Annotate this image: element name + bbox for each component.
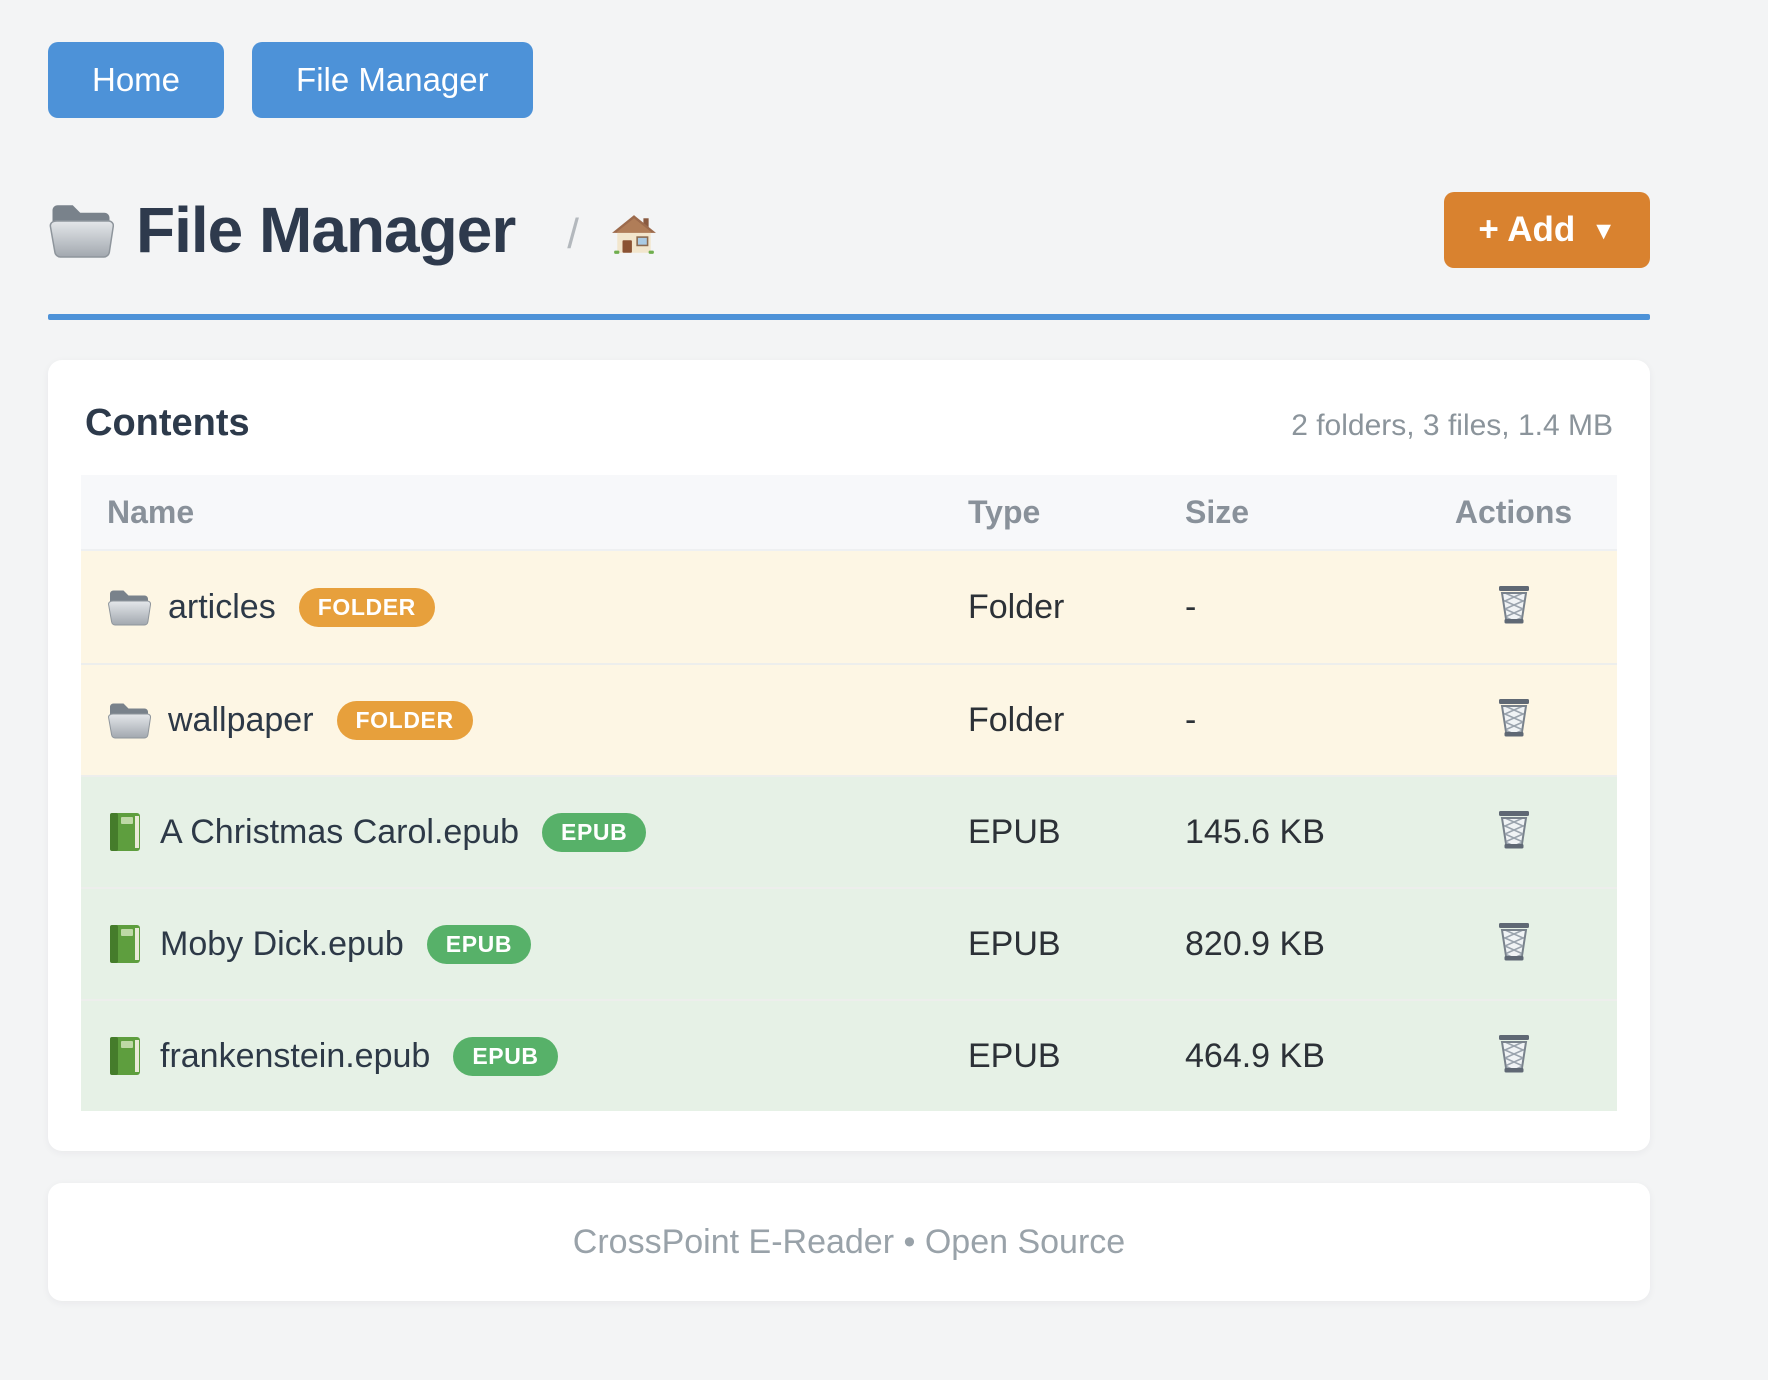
trash-icon <box>1494 585 1534 630</box>
file-size: 464.9 KB <box>1185 1036 1325 1075</box>
table-row[interactable]: wallpaper FOLDER Folder - <box>81 663 1617 775</box>
file-name-cell[interactable]: A Christmas Carol.epub EPUB <box>81 811 968 853</box>
column-header-name: Name <box>107 493 195 530</box>
contents-panel: Contents 2 folders, 3 files, 1.4 MB Name… <box>48 360 1650 1151</box>
chevron-down-icon: ▼ <box>1591 216 1616 245</box>
file-name: Moby Dick.epub <box>160 924 404 963</box>
add-button-label: + Add <box>1478 210 1576 249</box>
file-type-badge: FOLDER <box>336 700 473 740</box>
table-row[interactable]: A Christmas Carol.epub EPUB EPUB 145.6 K… <box>81 775 1617 887</box>
column-header-actions: Actions <box>1454 493 1573 530</box>
file-type-badge: EPUB <box>426 924 532 964</box>
column-header-size: Size <box>1185 493 1250 530</box>
delete-button[interactable] <box>1490 804 1538 859</box>
delete-button[interactable] <box>1490 692 1538 747</box>
file-size: 820.9 KB <box>1185 924 1325 963</box>
table-row[interactable]: frankenstein.epub EPUB EPUB 464.9 KB <box>81 999 1617 1111</box>
file-type: Folder <box>968 587 1065 626</box>
file-type-badge: FOLDER <box>298 587 435 627</box>
delete-button[interactable] <box>1490 916 1538 971</box>
file-table: Name Type Size Actions <box>81 475 1617 1111</box>
file-size: - <box>1185 587 1197 626</box>
folder-icon <box>48 201 114 259</box>
add-button[interactable]: + Add ▼ <box>1444 192 1650 268</box>
table-header: Name Type Size Actions <box>81 475 1617 551</box>
page: Home File Manager File Manager / <box>48 42 1650 1301</box>
home-button[interactable]: Home <box>48 42 225 118</box>
title-divider <box>48 314 1650 320</box>
file-type: EPUB <box>968 812 1061 851</box>
file-type-badge: EPUB <box>453 1036 558 1076</box>
file-size: - <box>1185 700 1197 739</box>
file-name-cell[interactable]: frankenstein.epub EPUB <box>81 1035 968 1077</box>
trash-icon <box>1494 922 1534 967</box>
home-icon[interactable] <box>611 214 657 256</box>
file-name: A Christmas Carol.epub <box>160 812 520 851</box>
book-icon <box>107 1035 143 1077</box>
column-header-type: Type <box>968 493 1041 530</box>
delete-button[interactable] <box>1490 579 1538 634</box>
file-name: articles <box>168 587 276 626</box>
book-icon <box>107 811 143 853</box>
file-type: Folder <box>968 700 1065 739</box>
file-type: EPUB <box>968 924 1061 963</box>
file-name: frankenstein.epub <box>160 1036 431 1075</box>
table-row[interactable]: Moby Dick.epub EPUB EPUB 820.9 KB <box>81 887 1617 999</box>
file-manager-button[interactable]: File Manager <box>252 42 533 118</box>
trash-icon <box>1494 810 1534 855</box>
footer: CrossPoint E-Reader • Open Source <box>48 1183 1650 1301</box>
page-title: File Manager <box>136 194 516 266</box>
footer-text: CrossPoint E-Reader • Open Source <box>572 1222 1126 1261</box>
file-name: wallpaper <box>168 700 314 739</box>
folder-icon <box>107 588 151 626</box>
file-name-cell[interactable]: articles FOLDER <box>81 587 968 627</box>
folder-icon <box>107 701 151 739</box>
file-size: 145.6 KB <box>1185 812 1325 851</box>
table-row[interactable]: articles FOLDER Folder - <box>81 551 1617 663</box>
delete-button[interactable] <box>1490 1028 1538 1083</box>
book-icon <box>107 923 143 965</box>
top-nav: Home File Manager <box>48 42 1650 118</box>
page-header: File Manager / + Add ▼ <box>48 192 1650 268</box>
file-name-cell[interactable]: wallpaper FOLDER <box>81 700 968 740</box>
trash-icon <box>1494 1034 1534 1079</box>
file-type-badge: EPUB <box>542 812 647 852</box>
contents-summary: 2 folders, 3 files, 1.4 MB <box>1291 409 1613 442</box>
file-type: EPUB <box>968 1036 1061 1075</box>
breadcrumb-separator: / <box>567 210 579 257</box>
file-name-cell[interactable]: Moby Dick.epub EPUB <box>81 923 968 965</box>
trash-icon <box>1494 698 1534 743</box>
contents-title: Contents <box>85 402 250 444</box>
